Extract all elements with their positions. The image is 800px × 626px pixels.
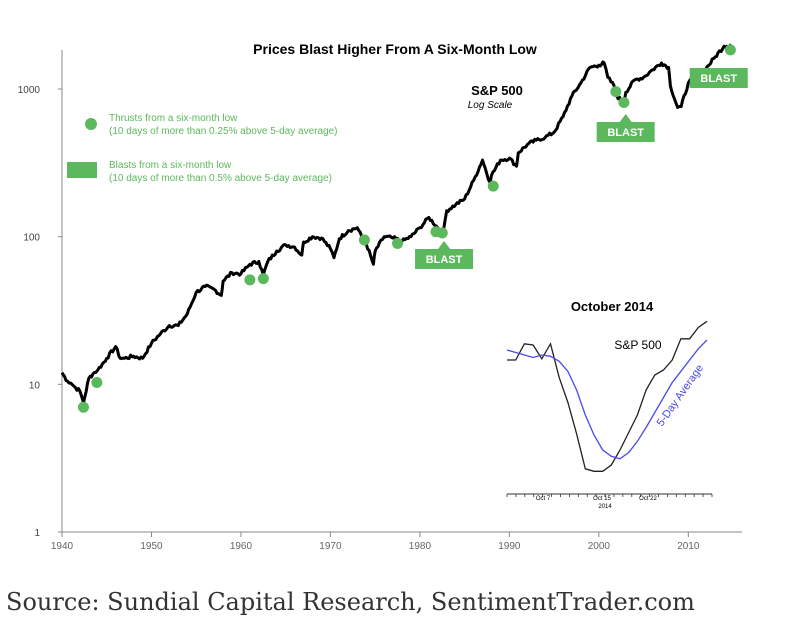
x-axis-ticks: 1940 1950 1960 1970 1980 1990 2000 2010	[51, 532, 700, 552]
inset-x-tick-year: 2014	[598, 504, 612, 510]
thrust-markers	[77, 44, 736, 413]
scale-label: Log Scale	[468, 100, 513, 111]
x-tick-label: 1990	[498, 541, 521, 552]
y-tick-label: 1	[34, 528, 40, 539]
chart-figure: Prices Blast Higher From A Six-Month Low…	[18, 41, 748, 552]
legend-blast-marker	[67, 162, 97, 178]
blast-label: BLAST	[607, 127, 644, 139]
y-tick-label: 100	[23, 233, 40, 244]
blast-callout: BLAST	[596, 114, 655, 142]
thrust-point	[724, 44, 736, 56]
inset-x-tick-label-oct22: Oct 22	[639, 496, 657, 502]
blast-markers: BLAST BLAST BLAST	[415, 68, 748, 269]
inset-series-label: S&P 500	[614, 338, 661, 352]
x-tick-label: 1960	[230, 541, 253, 552]
x-tick-label: 1970	[319, 541, 342, 552]
x-tick-label: 1950	[140, 541, 163, 552]
legend-thrust-detail: (10 days of more than 0.25% above 5-day …	[109, 126, 337, 137]
x-tick-label: 2000	[588, 541, 611, 552]
thrust-point	[257, 273, 269, 285]
blast-callout: BLAST	[415, 241, 474, 269]
y-axis-ticks: 1 10 100 1000	[18, 85, 62, 539]
x-tick-label: 1940	[51, 541, 74, 552]
y-tick-label: 1000	[18, 85, 41, 96]
inset-title: October 2014	[571, 299, 654, 314]
y-tick-label: 10	[29, 380, 41, 391]
thrust-point	[436, 227, 448, 239]
x-tick-label: 2010	[677, 541, 700, 552]
thrust-point	[77, 401, 89, 413]
blast-label: BLAST	[426, 254, 463, 266]
inset-average-line	[506, 339, 708, 460]
blast-callout: BLAST	[689, 68, 748, 88]
x-tick-label: 1980	[409, 541, 432, 552]
thrust-point	[358, 234, 370, 246]
blast-box	[415, 249, 474, 269]
thrust-point	[487, 180, 499, 192]
blast-pointer	[438, 241, 451, 249]
thrust-point	[244, 274, 256, 286]
thrust-point	[91, 376, 103, 388]
legend-thrust-title: Thrusts from a six-month low	[109, 113, 238, 124]
legend-thrust-marker	[85, 118, 97, 130]
legend-blast-detail: (10 days of more than 0.5% above 5-day a…	[109, 173, 332, 184]
inset-x-tick-label-oct15: Oct 15	[593, 496, 611, 502]
blast-pointer	[619, 114, 632, 122]
series-label: S&P 500	[471, 83, 523, 98]
inset-price-line	[507, 320, 708, 472]
source-caption: Source: Sundial Capital Research, Sentim…	[6, 588, 695, 616]
legend-blast-title: Blasts from a six-month low	[109, 160, 232, 171]
blast-label: BLAST	[700, 73, 737, 85]
inset-x-tick-label-oct7: Oct 7	[536, 496, 551, 502]
thrust-point	[618, 97, 630, 109]
thrust-point	[610, 86, 622, 98]
chart-title: Prices Blast Higher From A Six-Month Low	[253, 41, 537, 57]
thrust-point	[392, 237, 404, 249]
inset-x-ticks	[506, 494, 713, 497]
blast-box	[596, 122, 655, 142]
blast-box	[689, 68, 748, 88]
